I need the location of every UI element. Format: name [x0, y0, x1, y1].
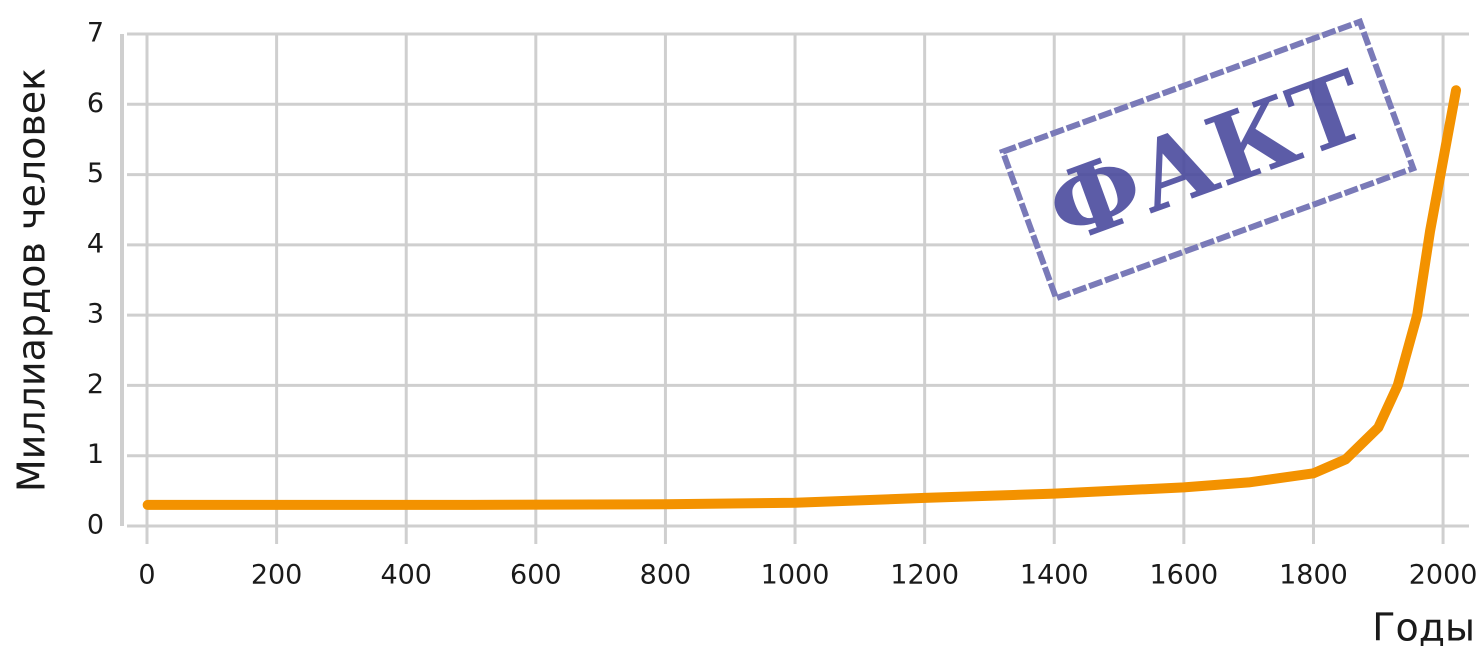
x-tick-label: 600: [510, 560, 562, 591]
y-tick-label: 7: [87, 18, 104, 49]
stamp-text: ФАКТ: [1034, 48, 1381, 266]
x-tick-label: 0: [138, 560, 155, 591]
x-tick-label: 1000: [761, 560, 830, 591]
x-tick-label: 1600: [1150, 560, 1219, 591]
x-axis-title: Годы: [1372, 606, 1475, 648]
y-tick-label: 2: [87, 369, 104, 400]
x-tick-label: 400: [380, 560, 432, 591]
y-axis-title: Миллиардов человек: [10, 68, 54, 492]
y-tick-label: 1: [87, 439, 104, 470]
x-tick-label: 1200: [890, 560, 959, 591]
stamp-frame: [998, 17, 1418, 303]
y-tick-label: 4: [87, 228, 104, 259]
x-tick-label: 1400: [1020, 560, 1089, 591]
y-tick-label: 0: [87, 510, 104, 541]
stamp: ФАКТ: [998, 17, 1418, 303]
x-tick-label: 1800: [1279, 560, 1348, 591]
x-tick-label: 200: [251, 560, 303, 591]
x-tick-label: 800: [640, 560, 692, 591]
line: [142, 85, 1462, 510]
plot: 0 1 2 3 4 5 6 7 0 200 400 600 800 1000 1200 1400 1600 180…: [87, 18, 1478, 591]
y-tick-label: 5: [87, 158, 104, 189]
y-tick-label: 3: [87, 299, 104, 330]
y-tick-label: 6: [87, 88, 104, 119]
x-tick-label: 2000: [1409, 560, 1478, 591]
